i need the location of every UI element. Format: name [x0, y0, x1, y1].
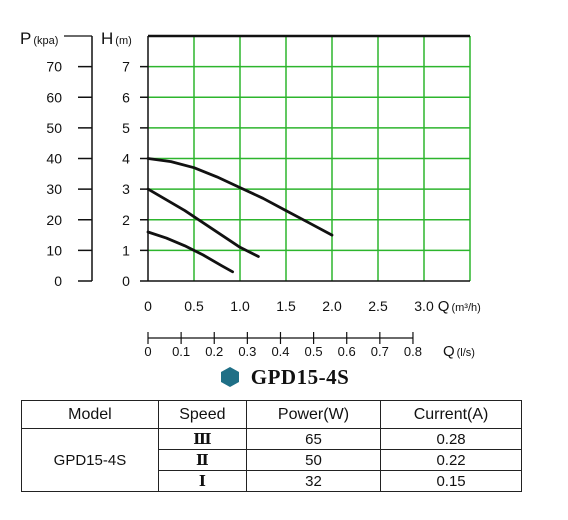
- ls-tick-label: 0.4: [271, 344, 289, 359]
- table-header-row: Model Speed Power(W) Current(A): [21, 400, 522, 429]
- p-tick-label: 70: [46, 59, 62, 75]
- p-tick-label: 10: [46, 242, 62, 258]
- model-title-row: GPD15-4S: [0, 362, 568, 392]
- header-current: Current(A): [380, 400, 522, 429]
- p-tick-label: 20: [46, 212, 62, 228]
- power-cell: 32: [245, 470, 382, 492]
- table-row: GPD15-4S Ⅲ 65 0.28: [21, 428, 522, 492]
- h-tick-label: 0: [122, 273, 130, 289]
- p-tick-label: 50: [46, 120, 62, 136]
- ls-tick-label: 0: [144, 344, 151, 359]
- x-tick-label: 0: [144, 298, 152, 314]
- power-cell: 50: [245, 449, 382, 471]
- p-tick-label: 40: [46, 151, 62, 167]
- ls-tick-label: 0.6: [338, 344, 356, 359]
- ls-tick-label: 0.5: [305, 344, 323, 359]
- x-tick-label: 0.5: [184, 298, 204, 314]
- hexagon-icon: [220, 367, 239, 387]
- speed-cell: Ⅰ: [157, 470, 247, 492]
- h-tick-label: 6: [122, 89, 130, 105]
- table-row: Ⅱ 50 0.22: [22, 449, 522, 471]
- p-tick-label: 60: [46, 89, 62, 105]
- h-tick-label: 7: [122, 59, 130, 75]
- ls-axis-label: Q (l/s): [443, 343, 475, 360]
- h-tick-label: 2: [122, 212, 130, 228]
- current-cell: 0.28: [380, 428, 522, 450]
- x-tick-label: 2.0: [322, 298, 342, 314]
- performance-curve-3: [146, 230, 234, 274]
- header-model: Model: [21, 400, 159, 429]
- speed-cell: Ⅲ: [157, 428, 247, 450]
- h-tick-label: 4: [122, 151, 130, 167]
- x-tick-label: 2.5: [368, 298, 388, 314]
- p-axis-label: P (kpa): [20, 29, 58, 48]
- ls-tick-label: 0.1: [172, 344, 190, 359]
- model-title: GPD15-4S: [250, 364, 350, 389]
- h-tick-label: 1: [122, 242, 130, 258]
- current-cell: 0.15: [380, 470, 522, 492]
- current-cell: 0.22: [380, 449, 522, 471]
- ls-tick-label: 0.2: [205, 344, 223, 359]
- x-axis-label: Q (m³/h): [438, 298, 481, 315]
- ls-tick-label: 0.7: [371, 344, 389, 359]
- h-axis-label: H (m): [101, 29, 132, 48]
- spec-table: Model Speed Power(W) Current(A) GPD15-4S…: [21, 400, 522, 492]
- performance-curve-2: [146, 187, 260, 258]
- header-speed: Speed: [157, 400, 247, 429]
- model-cell: GPD15-4S: [21, 428, 159, 492]
- p-tick-label: 30: [46, 181, 62, 197]
- performance-curve-1: [146, 157, 334, 237]
- x-tick-label: 1.0: [230, 298, 250, 314]
- pump-performance-chart: 0 1 2 3 4 5 6 7 H (m) 0 10 20 30 40 50 60 70 P (kpa) 0 0.5 1.0…: [20, 29, 481, 360]
- h-tick-label: 3: [122, 181, 130, 197]
- h-tick-label: 5: [122, 120, 130, 136]
- x-tick-label: 3.0: [414, 298, 434, 314]
- table-row: Ⅰ 32 0.15: [22, 470, 522, 492]
- speed-cell: Ⅱ: [157, 449, 247, 471]
- power-cell: 65: [245, 428, 382, 450]
- ls-tick-label: 0.8: [404, 344, 422, 359]
- x-tick-label: 1.5: [276, 298, 296, 314]
- header-power: Power(W): [245, 400, 382, 429]
- p-tick-label: 0: [54, 273, 62, 289]
- ls-tick-label: 0.3: [238, 344, 256, 359]
